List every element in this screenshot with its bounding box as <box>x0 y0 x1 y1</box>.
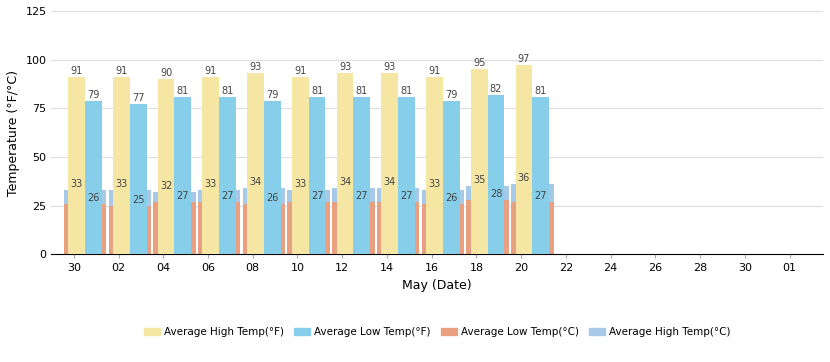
Text: 81: 81 <box>535 86 547 96</box>
Text: 81: 81 <box>400 86 413 96</box>
Text: 91: 91 <box>115 66 128 76</box>
Bar <box>422 190 464 254</box>
Text: 95: 95 <box>473 58 486 68</box>
Text: 34: 34 <box>339 177 351 187</box>
Bar <box>68 77 85 254</box>
Bar <box>247 73 264 254</box>
Text: 32: 32 <box>160 181 173 191</box>
Text: 81: 81 <box>177 86 189 96</box>
Text: 35: 35 <box>473 175 486 185</box>
Bar <box>381 73 398 254</box>
Bar <box>332 202 374 254</box>
Bar <box>203 77 219 254</box>
Bar <box>292 77 309 254</box>
Bar <box>64 190 106 254</box>
Bar <box>174 97 191 254</box>
Bar <box>154 202 196 254</box>
Text: 25: 25 <box>132 195 144 205</box>
Bar <box>398 97 415 254</box>
Text: 79: 79 <box>266 89 279 100</box>
Text: 26: 26 <box>266 193 279 203</box>
Bar <box>309 97 325 254</box>
Bar <box>377 188 419 254</box>
Text: 81: 81 <box>356 86 368 96</box>
Text: 27: 27 <box>310 191 324 201</box>
Text: 28: 28 <box>490 189 502 199</box>
Text: 33: 33 <box>205 179 217 189</box>
Bar <box>158 79 174 254</box>
Legend: Average High Temp(°F), Average Low Temp(°F), Average Low Temp(°C), Average High : Average High Temp(°F), Average Low Temp(… <box>140 323 735 342</box>
Text: 79: 79 <box>87 89 100 100</box>
Text: 33: 33 <box>428 179 441 189</box>
Bar <box>422 204 464 254</box>
Text: 27: 27 <box>535 191 547 201</box>
Text: 33: 33 <box>115 179 128 189</box>
Bar <box>287 202 330 254</box>
Text: 81: 81 <box>311 86 323 96</box>
Text: 93: 93 <box>250 62 261 72</box>
Bar <box>113 77 129 254</box>
Text: 97: 97 <box>518 55 530 64</box>
Text: 33: 33 <box>71 179 83 189</box>
X-axis label: May (Date): May (Date) <box>403 279 472 292</box>
Bar <box>511 184 554 254</box>
Text: 27: 27 <box>355 191 368 201</box>
Bar <box>466 186 509 254</box>
Text: 26: 26 <box>87 193 100 203</box>
Bar <box>515 66 532 254</box>
Bar <box>287 190 330 254</box>
Text: 27: 27 <box>222 191 234 201</box>
Bar <box>64 204 106 254</box>
Text: 34: 34 <box>383 177 396 187</box>
Text: 91: 91 <box>428 66 441 76</box>
Text: 81: 81 <box>222 86 234 96</box>
Text: 82: 82 <box>490 84 502 94</box>
Text: 91: 91 <box>294 66 306 76</box>
Bar <box>85 101 102 254</box>
Bar <box>337 73 354 254</box>
Bar <box>129 104 147 254</box>
Bar <box>471 70 487 254</box>
Bar <box>198 202 241 254</box>
Text: 34: 34 <box>250 177 261 187</box>
Bar <box>377 202 419 254</box>
Text: 93: 93 <box>383 62 396 72</box>
Y-axis label: Temperature (°F/°C): Temperature (°F/°C) <box>7 70 20 195</box>
Bar <box>443 101 460 254</box>
Bar <box>109 190 151 254</box>
Text: 33: 33 <box>294 179 306 189</box>
Bar <box>532 97 549 254</box>
Bar <box>219 97 236 254</box>
Text: 77: 77 <box>132 93 144 104</box>
Text: 91: 91 <box>205 66 217 76</box>
Bar <box>332 188 374 254</box>
Bar <box>426 77 443 254</box>
Bar <box>154 192 196 254</box>
Bar <box>264 101 281 254</box>
Bar <box>466 200 509 254</box>
Bar <box>487 95 505 254</box>
Text: 90: 90 <box>160 68 173 78</box>
Bar <box>354 97 370 254</box>
Text: 93: 93 <box>339 62 351 72</box>
Bar <box>198 190 241 254</box>
Text: 91: 91 <box>71 66 83 76</box>
Text: 79: 79 <box>445 89 457 100</box>
Text: 27: 27 <box>177 191 189 201</box>
Text: 27: 27 <box>400 191 413 201</box>
Bar <box>109 206 151 254</box>
Bar <box>242 204 286 254</box>
Bar <box>511 202 554 254</box>
Text: 26: 26 <box>445 193 457 203</box>
Text: 36: 36 <box>518 173 530 183</box>
Bar <box>242 188 286 254</box>
